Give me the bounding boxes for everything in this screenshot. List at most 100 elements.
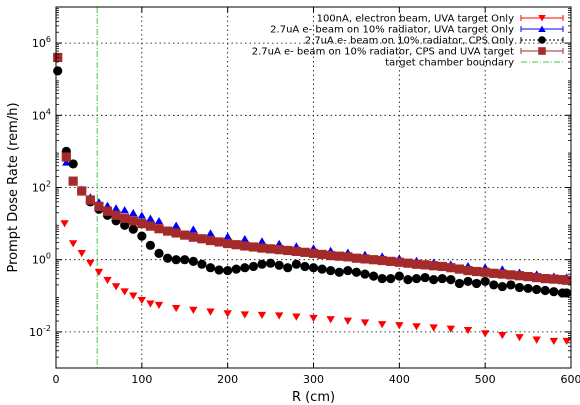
data-point (308, 248, 319, 258)
x-tick-label: 100 (131, 373, 152, 386)
data-point (480, 267, 490, 277)
data-point (497, 269, 507, 279)
data-point (403, 258, 413, 268)
data-point (120, 213, 130, 223)
data-point (412, 323, 421, 331)
axis-ticks: 0 100 200 300 400 500 600 10-2 100 102 104 106 (29, 7, 580, 386)
data-point (334, 251, 344, 261)
legend-marker (538, 14, 546, 22)
data-point (171, 228, 181, 238)
x-tick-label: 200 (217, 373, 238, 386)
data-point (368, 271, 379, 281)
data-point (326, 316, 335, 324)
y-axis-label: Prompt Dose Rate (rem/h) (6, 102, 21, 272)
data-point (429, 275, 439, 285)
data-point (111, 204, 121, 212)
data-point (360, 319, 370, 327)
y-tick-label: 104 (32, 107, 51, 122)
data-point (489, 280, 499, 290)
data-point (437, 261, 447, 272)
data-point (368, 255, 379, 265)
series-4 (53, 52, 572, 285)
data-point (463, 265, 473, 276)
legend-label: 2.7uA e- beam on 10% radiator, CPS and U… (252, 47, 514, 58)
data-point (523, 272, 533, 282)
data-point (411, 259, 422, 269)
data-point (274, 312, 284, 320)
x-tick-label: 500 (475, 373, 496, 386)
data-point (386, 256, 396, 266)
data-point (506, 280, 516, 290)
data-point (205, 235, 216, 246)
data-point (326, 265, 336, 276)
data-point (480, 276, 490, 287)
series-1 (60, 220, 571, 346)
data-point (300, 247, 310, 257)
legend: 100nA, electron beam, UVA target Only 2.7… (252, 14, 564, 69)
data-point (562, 337, 571, 346)
data-point (274, 260, 284, 270)
data-point (206, 308, 215, 316)
data-point (231, 264, 241, 274)
data-point (223, 238, 233, 249)
legend-marker (538, 47, 546, 55)
data-point (162, 226, 173, 236)
data-point (257, 243, 267, 253)
data-point (257, 259, 267, 269)
data-point (145, 221, 156, 231)
data-point (549, 287, 559, 297)
data-point (515, 334, 524, 342)
data-point (351, 253, 362, 263)
data-point (532, 284, 542, 295)
data-point (265, 258, 276, 268)
data-point (257, 311, 267, 319)
data-point (103, 276, 112, 285)
data-point (240, 311, 250, 319)
data-point (309, 314, 318, 322)
data-point (257, 237, 267, 245)
data-point (274, 245, 284, 255)
data-point (94, 201, 104, 211)
data-point (532, 336, 541, 344)
data-point (394, 271, 404, 281)
data-point (498, 332, 507, 340)
series-3 (53, 66, 572, 298)
data-point (154, 248, 164, 258)
legend-label: 2.7uA e- beam on 10% radiator, CPS Only (305, 36, 514, 47)
data-point (549, 274, 559, 284)
data-point (291, 259, 301, 269)
data-point (395, 322, 404, 330)
data-point (189, 306, 198, 314)
data-point (77, 249, 86, 258)
data-point (265, 244, 276, 254)
data-point (102, 206, 113, 216)
data-point (540, 273, 550, 284)
data-point (429, 261, 439, 271)
data-point (129, 208, 138, 217)
data-point (471, 266, 482, 277)
data-point (562, 275, 572, 285)
data-point (85, 195, 95, 205)
data-point (377, 321, 387, 329)
data-point (180, 255, 190, 265)
data-point (343, 252, 353, 262)
legend-label: 100nA, electron beam, UVA target Only (317, 14, 514, 25)
data-point (360, 269, 370, 279)
data-point (360, 254, 370, 264)
data-point (300, 261, 310, 272)
data-point (411, 273, 422, 284)
series-markers (53, 52, 572, 346)
data-point (308, 263, 319, 273)
data-point (154, 216, 164, 225)
data-point (128, 224, 138, 234)
data-point (137, 219, 147, 229)
data-point (317, 249, 327, 260)
series-2 (53, 53, 571, 281)
data-point (146, 300, 155, 308)
data-point (68, 159, 78, 169)
data-point (77, 186, 87, 196)
data-point (420, 272, 430, 283)
data-point (351, 267, 362, 277)
data-point (146, 214, 155, 222)
legend-marker (538, 25, 546, 33)
